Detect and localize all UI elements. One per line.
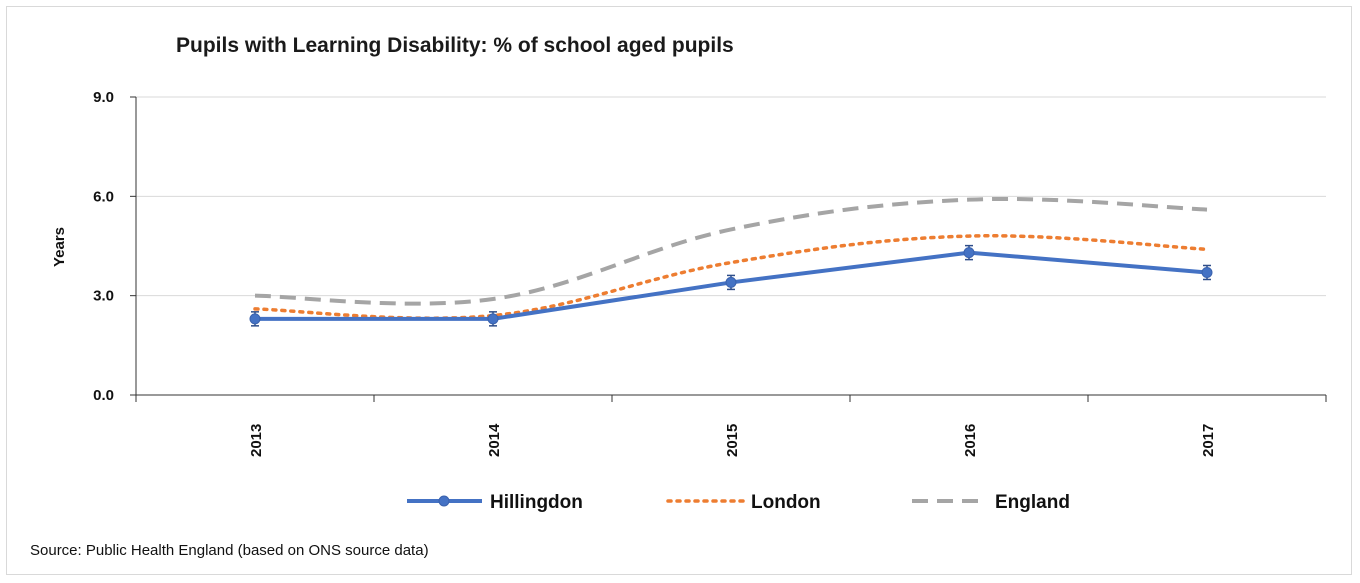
y-axis-label: Years (51, 227, 68, 267)
data-point-hillingdon (725, 276, 737, 288)
y-tick-label: 6.0 (93, 188, 114, 205)
x-tick-label: 2017 (1200, 424, 1217, 457)
data-point-hillingdon (963, 247, 975, 259)
data-point-hillingdon (1201, 266, 1213, 278)
legend-label-london: London (751, 492, 821, 513)
data-point-hillingdon (487, 313, 499, 325)
gridlines (136, 96, 1326, 297)
x-tick-labels: 2013 2014 2015 2016 2017 (248, 423, 1217, 457)
chart-title: Pupils with Learning Disability: % of sc… (176, 34, 734, 57)
y-tick-labels: 0.0 3.0 6.0 9.0 (93, 89, 114, 404)
series-line-england (254, 196, 1208, 306)
data-point-hillingdon (249, 313, 261, 325)
legend-label-hillingdon: Hillingdon (490, 492, 583, 513)
axes (130, 96, 1327, 402)
y-tick-label: 0.0 (93, 387, 114, 404)
series-lines (249, 196, 1213, 327)
y-tick-label: 9.0 (93, 89, 114, 106)
legend-label-england: England (995, 492, 1070, 513)
x-tick-label: 2016 (962, 424, 979, 457)
x-tick-label: 2015 (724, 424, 741, 457)
legend: Hillingdon London England (407, 492, 1070, 513)
source-note: Source: Public Health England (based on … (30, 542, 429, 559)
y-tick-label: 3.0 (93, 288, 114, 305)
legend-marker-hillingdon (438, 495, 450, 507)
x-tick-label: 2014 (486, 423, 503, 457)
x-tick-label: 2013 (248, 424, 265, 457)
